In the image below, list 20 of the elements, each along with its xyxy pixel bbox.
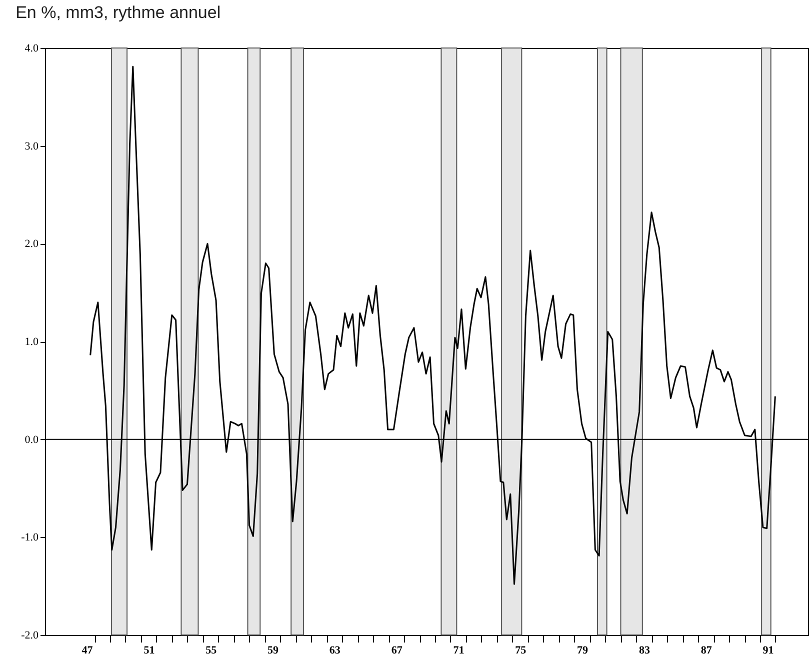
y-tick-label: 0.0 [24,434,39,446]
y-tick-label: 2.0 [24,238,39,250]
x-tick-label: 83 [638,644,650,656]
y-tick-label: 3.0 [24,140,39,152]
y-tick-label: -1.0 [21,532,39,544]
x-tick-label: 87 [700,644,712,656]
chart-title: En %, mm3, rythme annuel [16,3,221,22]
y-tick-label: 1.0 [24,336,39,348]
x-tick-label: 63 [329,644,341,656]
x-tick-label: 79 [577,644,589,656]
y-tick-label: -2.0 [21,630,39,642]
y-tick-label: 4.0 [24,42,39,54]
x-tick-label: 59 [268,644,280,656]
x-tick-label: 71 [453,644,464,656]
x-tick-label: 91 [762,644,774,656]
x-tick-label: 67 [391,644,403,656]
x-tick-label: 55 [206,644,218,656]
x-tick-label: 75 [515,644,527,656]
x-tick-label: 51 [144,644,155,656]
x-tick-label: 47 [82,644,94,656]
